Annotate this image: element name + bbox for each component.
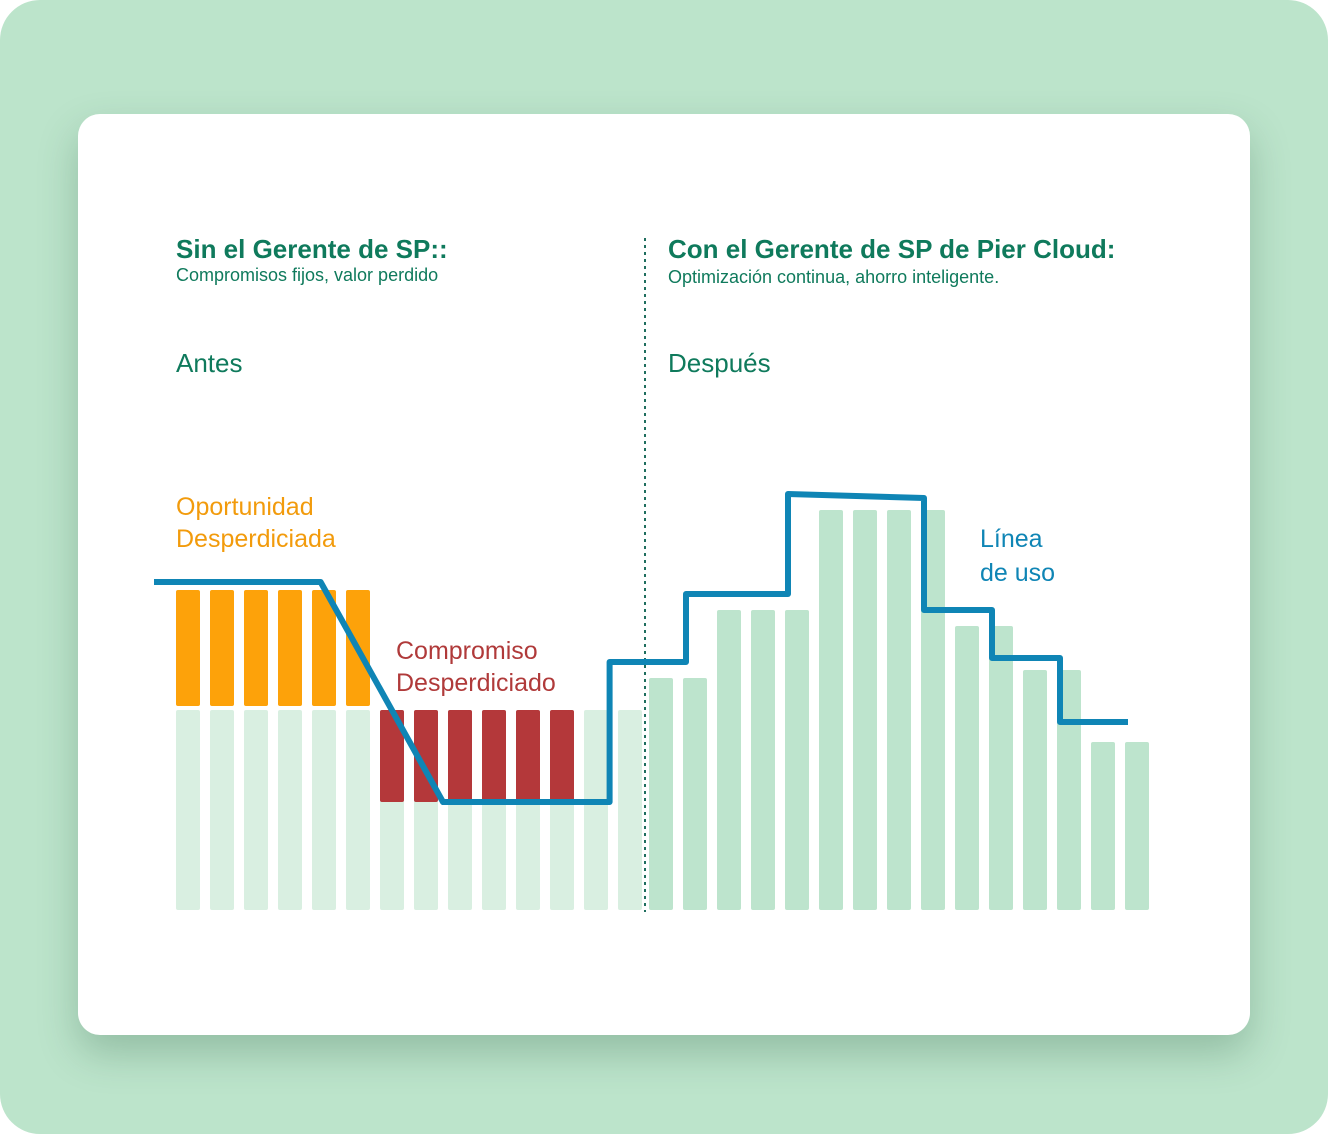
commitment-bar (618, 710, 642, 910)
commitment-bar (346, 710, 370, 910)
wasted-opportunity-bar (176, 590, 200, 706)
savings-plan-chart (154, 238, 1149, 912)
wasted-commitment-bar (482, 710, 506, 802)
wasted-opportunity-bar (312, 590, 336, 706)
after-bar (1091, 742, 1115, 910)
after-bar (1023, 670, 1047, 910)
after-bar (649, 678, 673, 910)
wasted-commitment-bar (448, 710, 472, 802)
commitment-bar (584, 710, 608, 910)
commitment-bar (278, 710, 302, 910)
after-bar (751, 610, 775, 910)
after-bar (819, 510, 843, 910)
after-bar (853, 510, 877, 910)
left-title: Sin el Gerente de SP:: (176, 234, 448, 264)
commitment-bar (210, 710, 234, 910)
commitment-bar (312, 710, 336, 910)
wasted-commitment-bar (550, 710, 574, 802)
after-bar (989, 626, 1013, 910)
comparison-card: Sin el Gerente de SP:: Compromisos fijos… (78, 114, 1250, 1035)
wasted-commitment-bars (380, 710, 574, 802)
wasted-opportunity-bar (278, 590, 302, 706)
commitment-bar (244, 710, 268, 910)
left-subtitle: Compromisos fijos, valor perdido (176, 265, 439, 285)
opportunity-label-line2: Desperdiciada (176, 525, 336, 553)
commitment-label-line2: Desperdiciado (396, 669, 556, 697)
after-bar (887, 510, 911, 910)
after-bar (1057, 670, 1081, 910)
wasted-commitment-bar (516, 710, 540, 802)
after-bar (785, 610, 809, 910)
after-bar (1125, 742, 1149, 910)
usage-label-line2: de uso (980, 559, 1056, 587)
wasted-opportunity-bars (176, 590, 370, 706)
wasted-commitment-bar (380, 710, 404, 802)
period-before: Antes (176, 348, 243, 378)
commitment-bar (176, 710, 200, 910)
period-after: Después (668, 348, 771, 378)
right-subtitle: Optimización continua, ahorro inteligent… (668, 267, 1000, 287)
right-title: Con el Gerente de SP de Pier Cloud: (668, 234, 1116, 264)
after-bar (683, 678, 707, 910)
commitment-label-line1: Compromiso (396, 637, 538, 665)
after-bar (717, 610, 741, 910)
after-bars (649, 510, 1149, 910)
wasted-opportunity-bar (244, 590, 268, 706)
usage-label-line1: Línea (980, 525, 1043, 553)
after-bar (955, 626, 979, 910)
usage-lines (154, 491, 1128, 805)
usage-line (154, 491, 1128, 805)
wasted-opportunity-bar (210, 590, 234, 706)
opportunity-label-line1: Oportunidad (176, 493, 314, 521)
